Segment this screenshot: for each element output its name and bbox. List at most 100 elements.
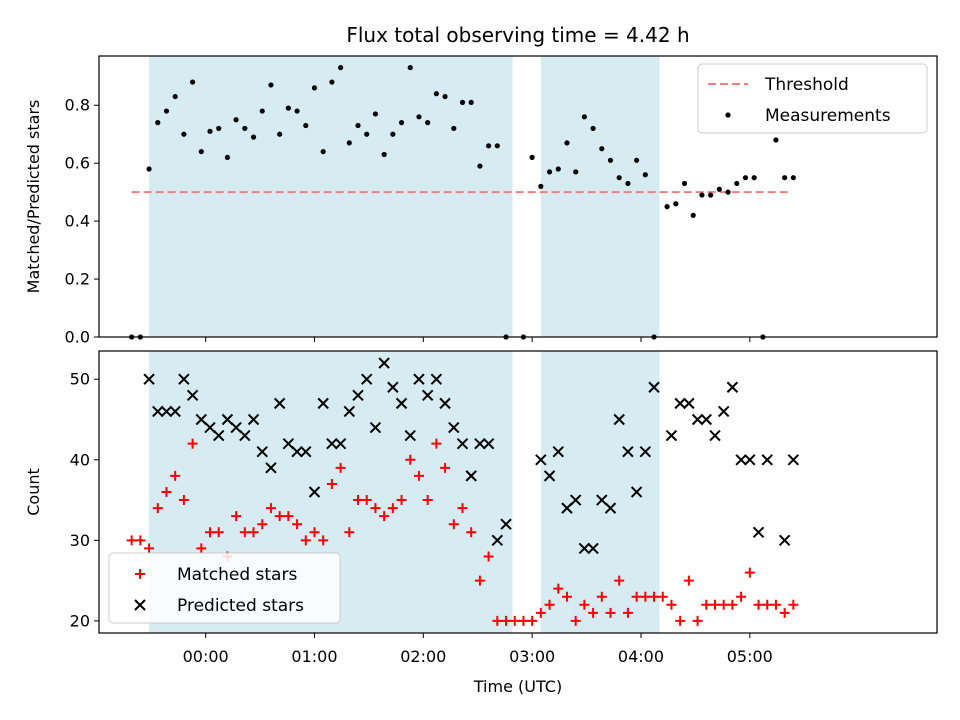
data-point: [221, 413, 234, 426]
y-tick-label: 0.6: [65, 154, 90, 173]
data-point: [616, 175, 622, 181]
data-point: [355, 122, 361, 129]
shaded-window-2: [540, 56, 660, 337]
data-point: [413, 470, 424, 481]
data-point: [666, 599, 677, 610]
data-point: [518, 615, 529, 626]
y-axis-label: Matched/Predicted stars: [24, 100, 43, 294]
data-point: [709, 599, 720, 610]
chart-title: Flux total observing time = 4.42 h: [346, 23, 689, 47]
data-point: [381, 151, 387, 158]
data-point: [308, 486, 321, 498]
data-point: [431, 438, 442, 449]
data-point: [570, 615, 581, 626]
data-point: [320, 148, 326, 155]
data-point: [207, 128, 213, 134]
data-point: [674, 397, 686, 410]
data-point: [736, 591, 747, 602]
data-point: [788, 599, 799, 610]
data-point: [126, 535, 137, 546]
data-point: [300, 446, 312, 458]
data-point: [404, 429, 416, 442]
x-tick-label: 01:00: [291, 647, 337, 666]
data-point: [186, 389, 199, 402]
x-tick-label: 05:00: [727, 647, 773, 666]
data-point: [379, 511, 390, 522]
data-point: [491, 534, 504, 547]
data-point: [649, 591, 660, 602]
data-point: [135, 535, 146, 546]
data-point: [535, 454, 547, 466]
data-point: [407, 64, 413, 71]
data-point: [639, 446, 652, 458]
data-point: [717, 405, 730, 418]
legend-box: [108, 552, 341, 624]
data-point: [665, 429, 678, 442]
data-point: [204, 421, 216, 434]
data-point: [587, 542, 599, 555]
data-point: [648, 381, 660, 393]
data-point: [543, 470, 556, 482]
data-point: [596, 591, 607, 602]
data-point: [282, 437, 295, 450]
legend-label-threshold: Threshold: [764, 75, 849, 95]
data-point: [664, 204, 670, 210]
data-point: [181, 131, 187, 137]
data-point: [657, 591, 668, 602]
data-point: [277, 131, 283, 137]
data-point: [631, 591, 642, 602]
data-point: [372, 111, 379, 117]
data-point: [224, 154, 231, 160]
data-point: [448, 519, 459, 530]
data-point: [483, 551, 494, 562]
data-point: [718, 599, 729, 610]
data-point: [544, 599, 555, 610]
legend-label-0: Matched stars: [177, 565, 297, 585]
data-point: [699, 192, 705, 198]
data-point: [787, 454, 800, 466]
data-point: [361, 373, 373, 385]
data-point: [734, 180, 740, 187]
data-point: [468, 99, 474, 105]
data-point: [344, 527, 355, 538]
data-point: [163, 108, 170, 114]
data-point: [552, 446, 564, 458]
data-point: [247, 413, 260, 426]
data-point: [155, 120, 161, 126]
data-point: [690, 212, 696, 218]
data-point: [474, 437, 486, 450]
y-tick-label: 30: [70, 531, 90, 550]
data-point: [605, 607, 616, 618]
plot-frame-2: [98, 350, 938, 634]
data-point: [477, 163, 483, 169]
data-point: [329, 79, 335, 85]
data-point: [439, 397, 451, 410]
data-point: [716, 186, 722, 192]
data-point: [727, 599, 738, 610]
data-point: [762, 599, 773, 610]
data-point: [170, 470, 181, 481]
data-point: [527, 615, 538, 626]
data-point: [189, 79, 196, 85]
y-tick-label: 50: [70, 370, 90, 389]
legend-swatch-measurements: [725, 112, 731, 118]
data-point: [578, 542, 591, 555]
data-point: [770, 599, 781, 610]
data-point: [213, 429, 225, 442]
y-tick-label: 0.4: [65, 212, 90, 231]
data-point: [161, 487, 172, 497]
data-point: [387, 381, 399, 393]
data-point: [283, 511, 294, 522]
data-point: [642, 172, 648, 178]
data-point: [709, 429, 721, 442]
x-axis-label: Time (UTC): [473, 677, 562, 696]
data-point: [353, 495, 364, 506]
data-point: [361, 495, 372, 506]
data-point: [451, 125, 457, 132]
data-point: [599, 146, 605, 152]
data-point: [604, 502, 617, 514]
data-point: [303, 122, 309, 129]
data-point: [742, 175, 749, 181]
data-point: [216, 125, 222, 132]
